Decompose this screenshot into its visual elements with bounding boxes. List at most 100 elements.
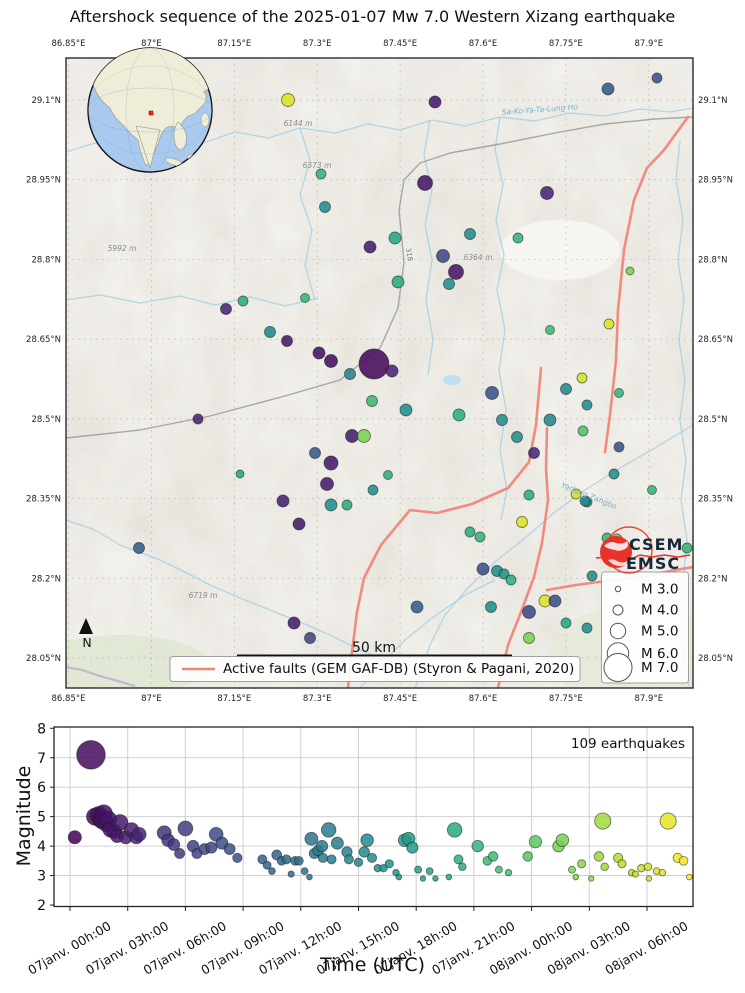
quake-dot [523,632,535,644]
scatter-point [572,873,580,881]
plot-ytick-label: 3 [37,869,46,885]
magnitude-legend-circle [612,604,624,616]
quake-dot [410,600,424,614]
quake-dot [601,82,615,96]
logo-globe-continent [604,541,629,551]
scatter-point [555,833,570,847]
quake-dot [281,335,293,347]
quake-dot [443,278,455,290]
quake-dot [264,326,276,338]
terrain-plateau [500,220,620,280]
elevation-label: 6719 m [189,591,218,600]
map-frame [65,57,694,689]
globe-land-indochina [173,121,187,151]
lake [443,375,461,385]
plot-ytick-label: 4 [37,839,46,855]
fault-line [603,115,690,454]
scatter-point [358,846,370,858]
magnitude-legend-circle [614,585,622,593]
scatter-point [446,822,463,838]
quake-dot [498,568,510,580]
scatter-point [487,851,499,862]
quake-dot [324,354,338,368]
elevation-label: 6144 m [284,119,313,128]
quake-dot [681,542,693,554]
quake-dot [358,348,390,380]
map-lon-tick-label-bottom: 87°E [141,694,161,704]
scatter-point [577,859,587,869]
quake-dot [436,249,450,263]
map-lat-tick-label-right: 28.5°N [698,415,728,425]
scatter-point [287,870,295,878]
quake-dot [522,605,536,619]
magnitude-legend-circle [603,653,633,682]
quake-dot [417,175,433,191]
scatter-point [384,859,394,869]
quake-dot [523,489,535,501]
map-lon-tick-label-top: 87.6°E [469,39,498,49]
elevation-label: 6373 m [303,161,332,170]
scatter-point [494,865,503,874]
river-line [66,519,416,671]
scatter-point [395,873,403,881]
quake-dot [324,498,338,512]
map-lon-tick-label-bottom: 87.3°E [303,694,332,704]
quake-dot [300,293,310,303]
quake-dot [452,408,466,422]
quake-dot [448,264,464,280]
quake-dot [496,414,508,426]
scatter-point [453,854,464,865]
quake-dot [363,240,377,254]
map-panel: 86.85°E 86.85°E 87°E 87°E 87.15°E 87.15°E 87.3… [26,39,733,704]
quake-dot [577,425,589,437]
road-label: 318 [404,247,414,262]
quake-dot [545,325,555,335]
quake-dot [320,477,334,491]
scatter-point [425,867,434,875]
scatter-point [306,873,313,881]
globe-graticule [88,65,212,155]
scale-bar-label: 50 km [351,640,396,656]
scatter-point [76,740,106,770]
quake-dot [237,295,249,307]
scatter-point [315,839,329,853]
scatter-point [414,865,423,874]
map-lat-tick-label-left: 28.65°N [26,335,61,345]
map-lat-tick-label-left: 28.35°N [26,495,61,505]
quake-dot [516,516,528,528]
scatter-point [326,854,337,865]
magnitude-legend-circle [609,622,627,640]
scatter-point [659,812,677,830]
river-line [414,424,693,688]
quake-dot [613,441,625,453]
scatter-point [678,856,689,866]
scatter-point [330,836,344,850]
scatter-point [471,839,484,853]
scatter-point [281,854,292,865]
quake-dot [485,601,497,613]
scatter-point [685,873,693,881]
plot-ytick-label: 7 [37,751,46,767]
quake-dot [235,469,245,479]
csem-emsc-logo [595,526,691,574]
earthquake-count-label: 109 earthquakes [570,736,685,752]
map-lat-tick-label-right: 28.05°N [698,654,733,664]
plot-frame [53,726,694,908]
scatter-point [594,812,612,830]
scatter-point [304,831,319,846]
quake-dot [570,488,582,500]
map-lat-tick-label-left: 28.5°N [31,415,61,425]
quake-dot [367,484,379,496]
quake-dot [292,517,306,531]
map-lat-tick-label-right: 28.35°N [698,495,733,505]
quake-dot [543,413,557,427]
scatter-point [353,857,364,867]
scatter-point [522,851,533,862]
logo-globe-continent [608,559,628,567]
quake-dot [319,201,331,213]
scatter-point [257,854,268,865]
map-lon-tick-label-top: 86.85°E [52,39,86,49]
scatter-point [445,873,453,881]
river-line [494,116,508,521]
quake-dot [281,93,295,107]
